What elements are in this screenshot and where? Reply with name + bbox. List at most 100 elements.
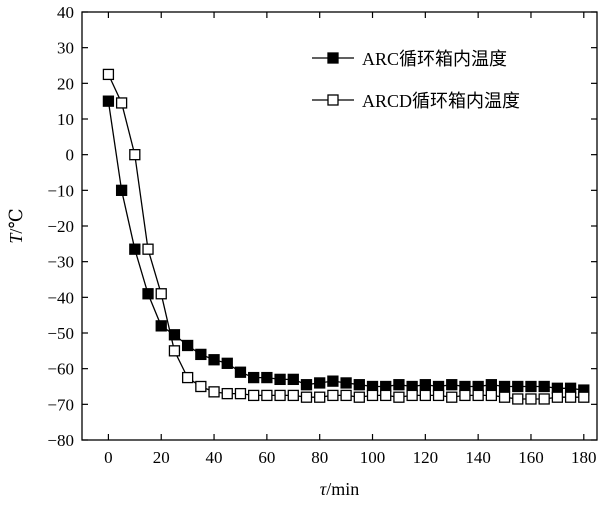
- series-2-point: [432, 389, 445, 402]
- series-1-point: [525, 380, 537, 393]
- series-2-point: [274, 389, 286, 402]
- series-2-point: [485, 389, 498, 402]
- series-2-point: [248, 389, 260, 402]
- series-1-point: [419, 379, 431, 391]
- series-2-point: [406, 389, 418, 402]
- series-2-point: [208, 386, 220, 398]
- series-1-point: [512, 380, 524, 393]
- series-1-point: [155, 320, 167, 332]
- series-1-point: [208, 354, 220, 366]
- x-axis-title-symbol: τ: [320, 479, 327, 499]
- series-1-point: [115, 184, 128, 196]
- series-1-point: [340, 377, 352, 389]
- series-2-point: [234, 387, 247, 400]
- series-2-point: [340, 389, 352, 402]
- series-2-point: [472, 389, 484, 402]
- series-1-point: [300, 379, 313, 391]
- series-2-point: [155, 288, 167, 300]
- x-tick-label: 80: [311, 448, 328, 467]
- y-tick-label: 20: [57, 74, 74, 93]
- x-tick-label: 120: [413, 448, 439, 467]
- series-2: [102, 68, 590, 405]
- series-1-point: [248, 371, 260, 384]
- series-1-point: [353, 379, 365, 391]
- y-axis-title-symbol: T: [6, 232, 26, 244]
- series-1-point: [327, 375, 339, 387]
- series-1-point: [498, 380, 511, 393]
- x-tick-label: 180: [571, 448, 597, 467]
- y-axis-title-unit: /℃: [6, 208, 26, 233]
- series-layer: [102, 68, 590, 405]
- series-1-point: [234, 366, 247, 378]
- series-2-point: [168, 345, 181, 357]
- y-tick-label: 0: [66, 146, 75, 165]
- legend-label: ARC循环箱内温度: [362, 49, 507, 69]
- x-tick-label: 140: [465, 448, 491, 467]
- y-tick-label: 30: [57, 39, 74, 58]
- series-1-point: [485, 379, 498, 391]
- series-1-point: [168, 329, 181, 341]
- legend-item-2: ARCD循环箱内温度: [312, 91, 520, 111]
- series-2-point: [564, 391, 577, 403]
- series-2-point: [221, 387, 233, 400]
- series-1-point: [314, 377, 326, 389]
- x-tick-label: 160: [518, 448, 544, 467]
- y-tick-label: 40: [57, 3, 74, 22]
- series-2-point: [380, 389, 392, 402]
- series-2-point: [142, 243, 154, 255]
- y-tick-label: 10: [57, 110, 74, 129]
- y-tick-label: −40: [47, 288, 74, 307]
- series-2-point: [446, 391, 458, 403]
- x-axis-title-unit: /min: [326, 479, 359, 499]
- series-2-point: [129, 149, 141, 161]
- series-2-point: [327, 389, 339, 402]
- series-2-point: [459, 389, 471, 402]
- legend-item-1: ARC循环箱内温度: [312, 49, 507, 69]
- y-axis-title: T/℃: [6, 208, 26, 243]
- y-tick-label: −50: [47, 324, 74, 343]
- y-tick-label: −30: [47, 253, 74, 272]
- legend-marker: [327, 94, 339, 106]
- series-2-point: [419, 389, 431, 402]
- series-1-point: [195, 348, 207, 361]
- series-2-point: [195, 380, 207, 393]
- series-2-point: [300, 391, 313, 403]
- x-tick-label: 0: [104, 448, 113, 467]
- legend-label: ARCD循环箱内温度: [362, 91, 520, 111]
- series-1-point: [538, 380, 550, 393]
- series-2-point: [393, 391, 405, 403]
- series-2-point: [578, 391, 590, 403]
- y-tick-label: −10: [47, 181, 74, 200]
- series-1-point: [181, 339, 194, 352]
- y-tick-label: −80: [47, 431, 74, 450]
- series-1-point: [102, 95, 115, 107]
- x-axis-title: τ/min: [320, 479, 359, 499]
- series-2-point: [102, 68, 115, 81]
- legend: ARC循环箱内温度 ARCD循环箱内温度: [312, 49, 520, 111]
- series-1-point: [287, 373, 299, 386]
- x-tick-label: 60: [258, 448, 275, 467]
- legend-marker: [327, 52, 339, 64]
- series-2-point: [314, 391, 326, 403]
- series-2-point: [525, 393, 537, 405]
- y-axis-ticks: 40 30 20 10 0 −10 −20 −30 −40 −50 −60 −70 −80: [47, 3, 597, 450]
- series-1-point: [446, 379, 458, 391]
- x-tick-label: 100: [360, 448, 386, 467]
- y-tick-label: −60: [47, 360, 74, 379]
- series-2-point: [498, 391, 511, 403]
- series-2-point: [538, 393, 550, 405]
- plot-frame: [81, 11, 598, 441]
- x-axis-ticks: 0 20 40 60 80 100 120 140 160 180: [104, 12, 597, 467]
- series-1-point: [261, 371, 273, 384]
- series-2-point: [287, 389, 299, 402]
- series-2-point: [261, 389, 273, 402]
- series-1-point: [274, 373, 286, 386]
- series-1-point: [142, 288, 154, 300]
- series-2-point: [353, 391, 365, 403]
- y-tick-label: −20: [47, 217, 74, 236]
- series-2-point: [181, 371, 194, 384]
- series-2-point: [366, 389, 379, 402]
- x-tick-label: 40: [206, 448, 223, 467]
- series-2-point: [115, 97, 128, 109]
